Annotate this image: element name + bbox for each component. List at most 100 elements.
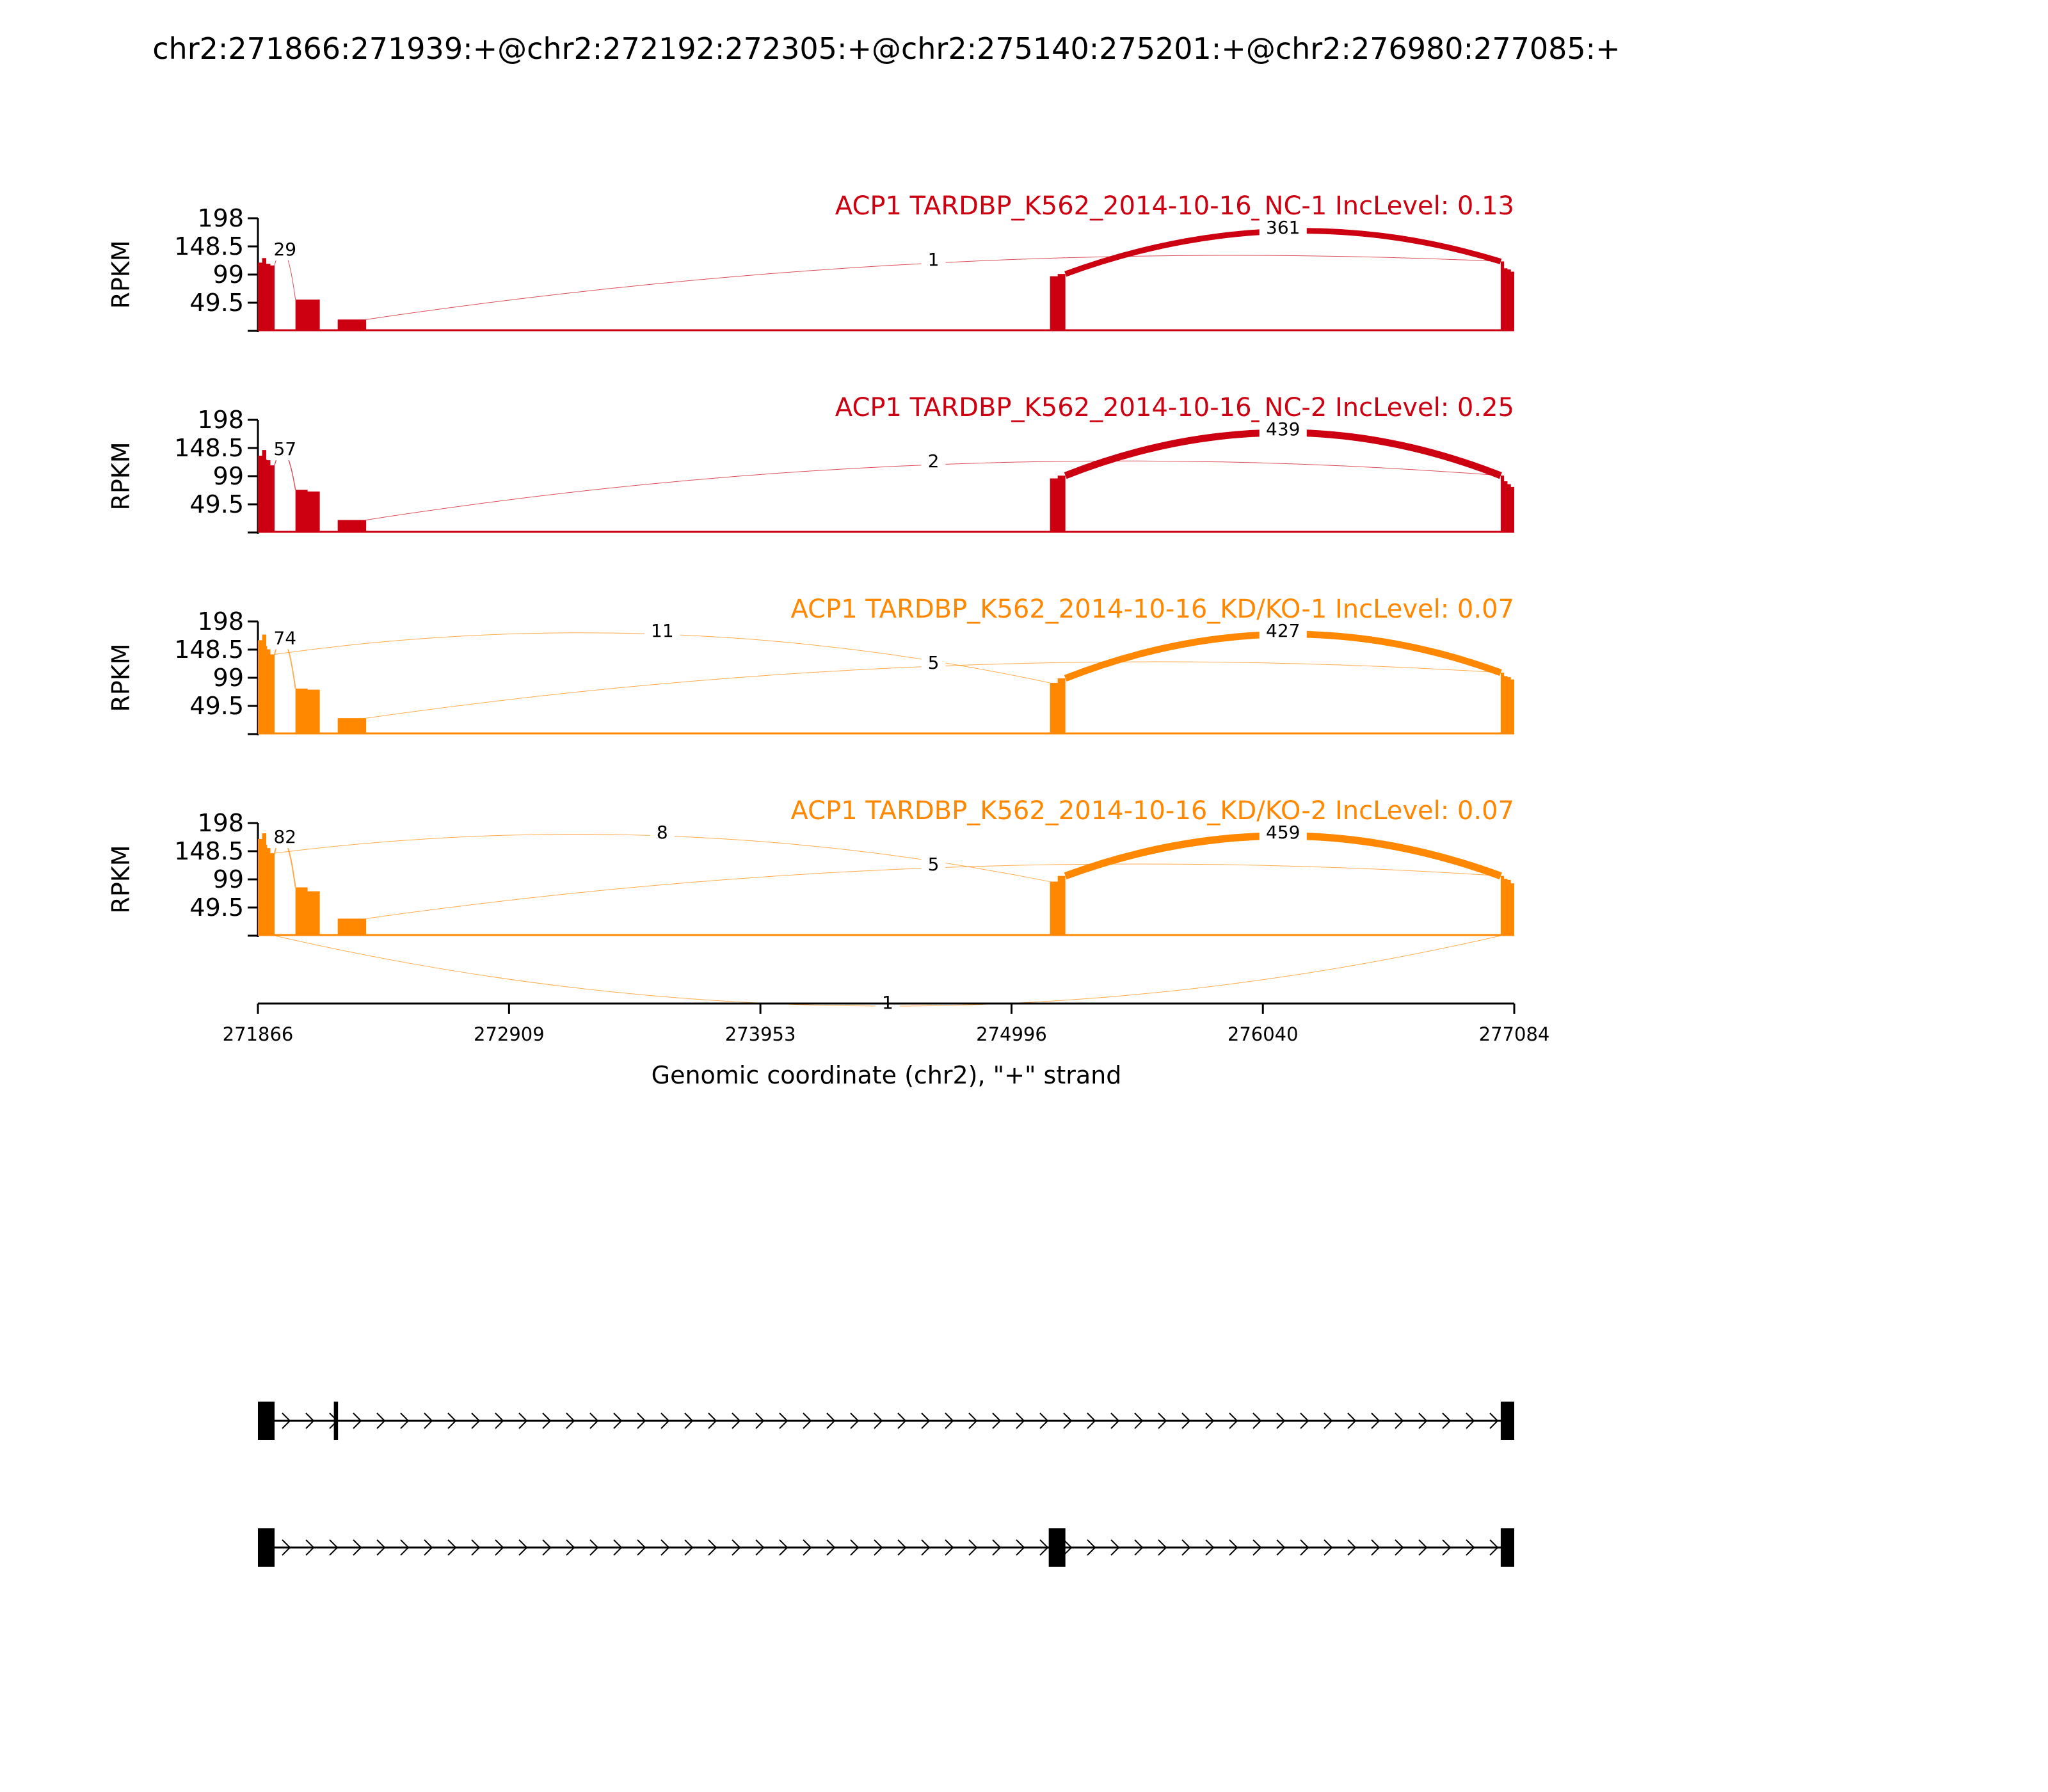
strand-arrow [755, 1539, 765, 1556]
y-tick-label: 148.5 [174, 636, 244, 664]
strand-arrow [1158, 1412, 1167, 1429]
coverage-block [337, 319, 367, 331]
coverage-block [1500, 673, 1514, 734]
strand-arrow [684, 1539, 694, 1556]
junction-label-bg [1259, 217, 1307, 239]
strand-arrow [1442, 1412, 1452, 1429]
strand-arrow [1466, 1539, 1475, 1556]
strand-arrow [566, 1539, 575, 1556]
strand-arrow [1324, 1539, 1333, 1556]
strand-arrow [732, 1539, 741, 1556]
strand-arrow [1063, 1412, 1073, 1429]
strand-arrow [1039, 1539, 1049, 1556]
strand-arrow [1134, 1412, 1144, 1429]
strand-arrow [305, 1539, 315, 1556]
strand-arrow [424, 1539, 433, 1556]
strand-arrow [282, 1539, 291, 1556]
junction-label-bg [921, 249, 946, 271]
strand-arrow [684, 1412, 694, 1429]
strand-arrow [424, 1412, 433, 1429]
coverage-block [337, 520, 367, 532]
strand-arrow [897, 1412, 907, 1429]
strand-arrow [1016, 1412, 1025, 1429]
junction-label: 8 [657, 822, 668, 843]
y-tick-label: 198 [197, 406, 244, 434]
strand-arrow [660, 1412, 670, 1429]
strand-arrow [779, 1412, 788, 1429]
strand-arrow [1158, 1539, 1167, 1556]
coverage-block [295, 490, 320, 532]
strand-arrow [945, 1412, 954, 1429]
figure-title: chr2:271866:271939:+@chr2:272192:272305:… [152, 31, 1620, 66]
isoform-models [258, 1402, 1514, 1567]
strand-arrow [1371, 1412, 1380, 1429]
strand-arrow [897, 1539, 907, 1556]
panel-title: ACP1 TARDBP_K562_2014-10-16_NC-1 IncLeve… [835, 191, 1514, 221]
y-axis-label: RPKM [107, 240, 135, 308]
strand-arrow [1229, 1539, 1238, 1556]
junction-label-bg [267, 826, 303, 849]
junction-label-bg [1259, 419, 1307, 440]
strand-arrow [1134, 1539, 1144, 1556]
strand-arrow [1418, 1539, 1428, 1556]
y-tick-label: 99 [213, 260, 244, 289]
junction-label: 29 [273, 239, 296, 260]
strand-arrow [376, 1539, 386, 1556]
y-tick-label: 198 [197, 809, 244, 837]
x-tick-label: 273953 [725, 1023, 796, 1045]
strand-arrow [826, 1539, 836, 1556]
strand-arrow [376, 1412, 386, 1429]
y-tick-label: 148.5 [174, 434, 244, 462]
strand-arrow [708, 1539, 717, 1556]
strand-arrow [708, 1412, 717, 1429]
strand-arrow [589, 1412, 599, 1429]
junction-label-bg [1259, 620, 1307, 642]
junction-label-bg [1259, 822, 1307, 844]
x-tick-label: 272909 [474, 1023, 545, 1045]
exon-block [333, 1402, 339, 1440]
isoform-track [258, 1402, 1514, 1440]
coverage-block [258, 450, 275, 532]
junction-label-bg [267, 627, 303, 650]
strand-arrow [637, 1412, 646, 1429]
strand-arrow [542, 1412, 552, 1429]
junction-label-bg [650, 822, 675, 844]
y-tick-label: 49.5 [189, 490, 244, 518]
y-tick-label: 49.5 [189, 893, 244, 922]
strand-arrow [1489, 1412, 1499, 1429]
strand-arrow [850, 1412, 860, 1429]
strand-arrow [755, 1412, 765, 1429]
strand-arrow [613, 1539, 623, 1556]
strand-arrow [589, 1539, 599, 1556]
strand-arrow [566, 1412, 575, 1429]
x-tick-label: 274996 [976, 1023, 1047, 1045]
strand-arrow [1442, 1539, 1452, 1556]
junction-label-bg [921, 652, 946, 674]
strand-arrow [992, 1539, 1002, 1556]
coverage-block [258, 833, 275, 936]
strand-arrow [613, 1412, 623, 1429]
coverage-block [1050, 678, 1066, 734]
strand-arrow [1087, 1539, 1096, 1556]
strand-arrow [1300, 1412, 1309, 1429]
coverage-block [1050, 876, 1066, 936]
junction-label-bg [267, 238, 303, 260]
junction-label-bg [921, 854, 946, 876]
coverage-block [258, 634, 275, 734]
strand-arrow [1110, 1412, 1120, 1429]
strand-arrow [1324, 1412, 1333, 1429]
junction-label-bg [921, 451, 946, 472]
strand-arrow [1252, 1539, 1262, 1556]
strand-arrow [518, 1412, 528, 1429]
strand-arrow [1181, 1412, 1191, 1429]
strand-arrow [471, 1412, 481, 1429]
strand-arrow [1110, 1539, 1120, 1556]
strand-arrow [803, 1539, 812, 1556]
strand-arrow [1181, 1539, 1191, 1556]
strand-arrow [1489, 1539, 1499, 1556]
coverage-block [1500, 476, 1514, 532]
junction-label: 57 [273, 438, 296, 460]
